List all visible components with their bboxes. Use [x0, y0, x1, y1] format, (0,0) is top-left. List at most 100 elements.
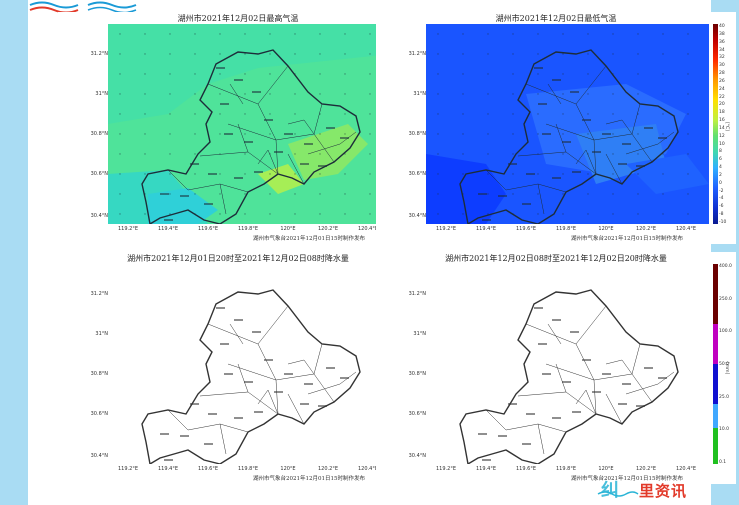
x-tick-label: 119.2°E [436, 466, 456, 472]
x-tick-label: 119.4°E [158, 466, 178, 472]
y-tick-label: 31.2°N [408, 291, 426, 297]
panel-title: 湖州市2021年12月02日最高气温 [177, 14, 299, 23]
y-tick-label: 31°N [95, 331, 108, 337]
colorbar-unit: [mm] [724, 362, 729, 375]
colorbar-tick: 50.0 [719, 362, 730, 367]
x-tick-label: 120.2°E [636, 466, 656, 472]
colorbar-tick: 16 [719, 118, 725, 124]
x-tick-label: 120.4°E [676, 226, 696, 232]
colorbar-tick: 22 [719, 94, 725, 100]
x-tick-label: 119.8°E [556, 466, 576, 472]
y-tick-label: 30.8°N [408, 131, 426, 137]
x-tick-label: 119.2°E [118, 226, 138, 232]
y-tick-label: 30.4°N [408, 453, 426, 459]
y-tick-label: 31.2°N [408, 51, 426, 57]
y-tick-label: 30.6°N [408, 171, 426, 177]
colorbar-unit: [°C] [724, 122, 729, 131]
colorbar-tick: 40 [719, 24, 725, 29]
colorbar-tick: 10 [719, 141, 725, 147]
brand-watermark: 纠 里资讯 [597, 478, 709, 501]
panel-footer: 湖州市气象台2021年12月01日15时制作发布 [571, 476, 683, 482]
y-tick-label: 31°N [413, 91, 426, 97]
colorbar-tick: -6 [719, 204, 724, 210]
colorbar-tick: 32 [719, 55, 725, 61]
y-tick-label: 30.4°N [90, 213, 108, 219]
x-tick-label: 119.4°E [476, 466, 496, 472]
y-tick-label: 30.6°N [90, 171, 108, 177]
wave-decoration [29, 1, 137, 14]
colorbar-tick: -8 [719, 212, 724, 218]
colorbar-tick: 38 [719, 31, 725, 37]
y-tick-label: 30.6°N [90, 411, 108, 417]
y-tick-label: 30.8°N [90, 131, 108, 137]
colorbar-tick: 14 [719, 125, 725, 131]
colorbar-tick: 24 [719, 86, 725, 92]
x-tick-label: 120.2°E [636, 226, 656, 232]
x-tick-label: 119.4°E [476, 226, 496, 232]
x-tick-label: 120.2°E [318, 466, 338, 472]
x-tick-label: 119.2°E [436, 226, 456, 232]
x-tick-label: 119.6°E [198, 466, 218, 472]
colorbar-tick: 4 [719, 165, 722, 171]
colorbar-tick: 34 [719, 47, 725, 53]
colorbar-tick: 6 [719, 157, 722, 163]
map-panel: 湖州市2021年12月01日20时至2021年12月02日08时降水量 31.2°… [58, 252, 418, 484]
x-tick-label: 119.8°E [556, 226, 576, 232]
colorbar-tick: 28 [719, 71, 725, 77]
panel-footer: 湖州市气象台2021年12月01日15时制作发布 [253, 476, 365, 482]
panel-title: 湖州市2021年12月02日08时至2021年12月02日20时降水量 [445, 254, 667, 263]
colorbar-tick: 18 [719, 110, 725, 116]
colorbar-tick: 0.1 [719, 460, 727, 465]
colorbar-tick: 10.0 [719, 427, 730, 433]
colorbar-tick: 36 [719, 39, 725, 45]
colorbar-tick: 12 [719, 133, 725, 139]
colorbar-tick: 250.0 [719, 296, 732, 302]
x-tick-label: 120.2°E [318, 226, 338, 232]
panel-footer: 湖州市气象台2021年12月01日15时制作发布 [253, 236, 365, 242]
x-tick-label: 120°E [598, 226, 614, 232]
colorbar-tick: 0 [719, 180, 722, 186]
colorbar-tick: 25.0 [719, 394, 730, 400]
colorbar-tick: 30 [719, 63, 725, 69]
colorbar-tick: 100.0 [719, 329, 732, 335]
panel-title: 湖州市2021年12月01日20时至2021年12月02日08时降水量 [127, 254, 349, 263]
y-tick-label: 31°N [95, 91, 108, 97]
x-tick-label: 120.4°E [676, 466, 696, 472]
panel-title: 湖州市2021年12月02日最低气温 [495, 14, 617, 23]
map-area [426, 264, 709, 464]
colorbar-tick: 400.0 [719, 264, 732, 269]
x-tick-label: 120.4°E [358, 226, 378, 232]
left-sidebar-band [0, 0, 28, 505]
x-tick-label: 119.8°E [238, 466, 258, 472]
x-tick-label: 119.4°E [158, 226, 178, 232]
map-panel: 湖州市2021年12月02日最低气温 31.2°N 31°N 30.8°N 30.6°N… [376, 12, 736, 244]
x-tick-label: 120.4°E [358, 466, 378, 472]
map-panel: 湖州市2021年12月02日08时至2021年12月02日20时降水量 31.2°… [376, 252, 736, 484]
brand-part1: 纠 [601, 480, 619, 501]
panel-footer: 湖州市气象台2021年12月01日15时制作发布 [571, 236, 683, 242]
map-panel: 湖州市2021年12月02日最高气温 31.2°N 31°N 30.8°N 30.6°N… [58, 12, 418, 244]
colorbar-tick: 20 [719, 102, 725, 108]
y-tick-label: 31.2°N [90, 51, 108, 57]
colorbar-tick: 8 [719, 149, 722, 155]
x-tick-label: 120°E [598, 466, 614, 472]
y-tick-label: 30.8°N [90, 371, 108, 377]
y-tick-label: 30.4°N [408, 213, 426, 219]
brand-wave-icon [597, 491, 639, 497]
x-tick-label: 120°E [280, 466, 296, 472]
x-tick-label: 119.6°E [198, 226, 218, 232]
brand-part2: 里资讯 [639, 482, 688, 500]
map-area [108, 24, 391, 224]
colorbar-tick: 2 [719, 172, 722, 178]
y-tick-label: 30.6°N [408, 411, 426, 417]
y-tick-label: 31°N [413, 331, 426, 337]
colorbar [713, 24, 718, 224]
colorbar-tick: -10 [719, 220, 727, 225]
x-tick-label: 119.6°E [516, 226, 536, 232]
y-tick-label: 31.2°N [90, 291, 108, 297]
y-tick-label: 30.8°N [408, 371, 426, 377]
colorbar [713, 264, 718, 464]
colorbar-tick: 26 [719, 78, 725, 84]
x-tick-label: 119.6°E [516, 466, 536, 472]
colorbar-tick: -4 [719, 196, 724, 202]
